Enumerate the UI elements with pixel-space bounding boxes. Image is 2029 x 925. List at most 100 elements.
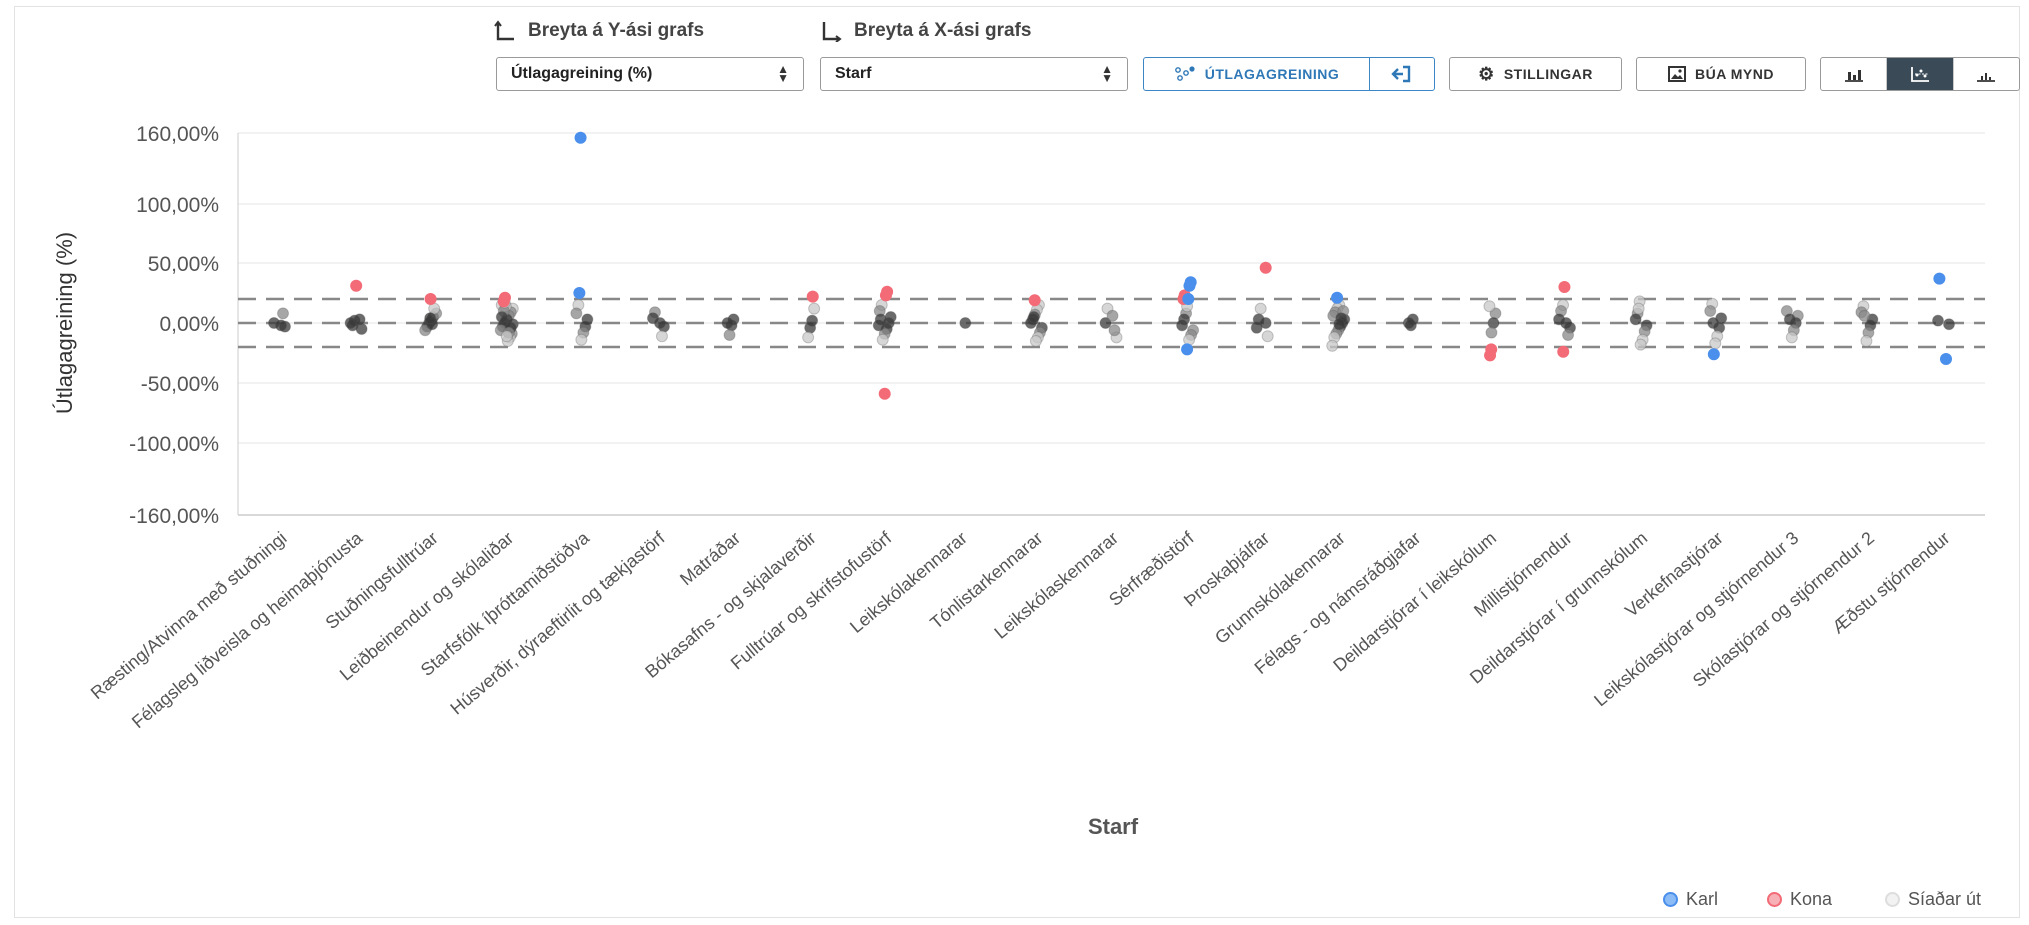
data-point-filtered (1860, 335, 1873, 347)
x-axis-select-value: Starf (835, 65, 872, 82)
data-point-filtered (355, 323, 368, 335)
data-point-filtered (1106, 309, 1119, 322)
data-point-filtered (1783, 313, 1796, 326)
x-axis-icon (822, 22, 842, 42)
data-point-filtered (1333, 318, 1346, 331)
data-point-filtered (872, 319, 885, 332)
y-axis-icon (494, 20, 514, 41)
data-point-filtered (500, 330, 513, 343)
data-point-kona (1484, 349, 1497, 362)
data-point-filtered (1029, 335, 1042, 347)
outlier-analysis-button[interactable]: ÚTLAGAGREINING (1143, 57, 1370, 91)
create-image-button[interactable]: BÚA MYND (1636, 57, 1806, 91)
data-point-kona (1558, 281, 1571, 293)
image-icon (1668, 66, 1687, 82)
x-axis-select[interactable]: Starf ▲ ▼ (820, 57, 1128, 91)
gear-icon: ⚙ (1478, 63, 1495, 84)
sign-out-icon (1391, 65, 1411, 83)
legend-kona-label: Kona (1790, 889, 1833, 909)
data-point-filtered (424, 312, 437, 325)
y-tick-label: 0,00% (159, 313, 219, 336)
data-point-filtered (655, 330, 668, 343)
legend-item-karl[interactable]: Karl (1663, 889, 1718, 910)
data-point-filtered (1326, 339, 1339, 352)
data-point-filtered (876, 333, 889, 346)
data-point-filtered (1629, 313, 1642, 326)
y-axis-select[interactable]: Útlagagreining (%) ▲ ▼ (496, 57, 804, 91)
chart-frame (14, 6, 2020, 918)
legend-item-filtered[interactable]: Síaðar út (1885, 889, 1981, 910)
data-point-kona (497, 295, 510, 308)
exit-outlier-button[interactable] (1369, 57, 1435, 91)
data-point-filtered (1099, 317, 1112, 329)
y-tick-label: 100,00% (136, 194, 219, 217)
data-point-filtered (1176, 319, 1189, 332)
outlier-analysis-label: ÚTLAGAGREINING (1204, 66, 1340, 82)
bar-chart-toggle[interactable] (1821, 58, 1888, 90)
x-tick-label: Matráðar (676, 528, 744, 590)
data-point-kona (879, 289, 892, 302)
data-point-filtered (1483, 300, 1496, 313)
data-point-kona (1259, 261, 1272, 274)
data-point-filtered (1707, 317, 1720, 329)
data-point-filtered (723, 329, 736, 341)
select-arrows-icon: ▲ ▼ (777, 62, 789, 85)
settings-label: STILLINGAR (1503, 66, 1593, 82)
data-point-filtered (653, 317, 666, 329)
data-point-karl (1181, 343, 1194, 356)
y-axis-control-text: Breyta á Y-ási grafs (528, 20, 705, 41)
data-point-kona (350, 279, 363, 292)
select-arrows-icon: ▲ ▼ (1101, 62, 1113, 85)
data-point-filtered (1183, 333, 1196, 346)
y-tick-label: 50,00% (148, 253, 219, 276)
data-point-filtered (1634, 338, 1647, 351)
data-point-filtered (275, 319, 287, 332)
data-point-filtered (1254, 302, 1267, 315)
data-point-kona (1557, 345, 1570, 358)
scatter-chart-icon (1911, 67, 1929, 82)
data-point-filtered (1932, 314, 1944, 327)
data-point-karl (1707, 348, 1720, 361)
data-point-filtered (1560, 317, 1573, 329)
data-point-filtered (277, 307, 289, 320)
x-tick-label: Grunnskólakennarar (1211, 528, 1349, 648)
settings-button[interactable]: ⚙ STILLINGAR (1449, 57, 1622, 91)
data-point-filtered (808, 302, 821, 315)
legend-filtered-swatch (1885, 892, 1900, 907)
y-tick-label: -100,00% (129, 433, 219, 456)
legend-karl-swatch (1663, 892, 1678, 907)
data-point-filtered (804, 321, 817, 334)
legend-item-kona[interactable]: Kona (1767, 889, 1832, 910)
data-point-filtered (1943, 318, 1955, 331)
data-point-filtered (1108, 324, 1121, 337)
y-tick-label: -160,00% (129, 505, 219, 528)
data-point-filtered (721, 317, 734, 329)
x-axis-control-text: Breyta á X-ási grafs (854, 20, 1032, 41)
column-chart-icon (1977, 73, 1996, 82)
x-axis-title: Starf (1088, 814, 1139, 839)
data-point-filtered (495, 311, 508, 323)
data-point-filtered (1261, 330, 1274, 343)
scatter-icon (1174, 66, 1195, 81)
data-point-filtered (1858, 309, 1871, 322)
data-point-karl (1933, 272, 1946, 285)
data-point-filtered (1485, 326, 1498, 339)
legend-filtered-label: Síaðar út (1908, 889, 1982, 909)
data-point-karl (574, 131, 587, 144)
data-point-filtered (1402, 317, 1415, 329)
y-axis-title: Útlagagreining (%) (52, 232, 77, 414)
data-point-filtered (1250, 321, 1263, 334)
data-point-karl (573, 287, 586, 299)
data-point-karl (1182, 293, 1195, 305)
y-axis-select-value: Útlagagreining (%) (511, 65, 653, 82)
line-chart-toggle[interactable] (1954, 58, 2019, 90)
data-point-filtered (1259, 317, 1272, 329)
data-point-karl (1940, 353, 1952, 365)
data-point-filtered (1785, 331, 1798, 344)
data-point-filtered (1562, 329, 1575, 341)
legend-karl-label: Karl (1686, 889, 1719, 909)
create-image-label: BÚA MYND (1695, 66, 1774, 82)
scatter-chart-toggle[interactable] (1887, 58, 1954, 90)
data-point-filtered (575, 333, 588, 346)
data-point-filtered (1487, 317, 1500, 329)
